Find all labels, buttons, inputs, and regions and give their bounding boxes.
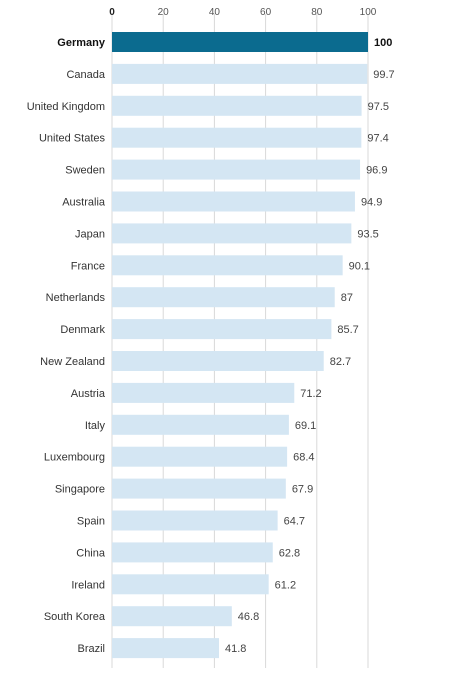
category-label: United States — [39, 133, 106, 145]
x-tick-label: 0 — [109, 7, 115, 18]
x-tick-label: 100 — [360, 7, 377, 18]
value-label: 87 — [341, 292, 353, 304]
bar — [112, 574, 269, 595]
value-label: 71.2 — [300, 388, 321, 400]
bar — [112, 159, 361, 180]
bar — [112, 287, 335, 308]
value-label: 62.8 — [279, 547, 300, 559]
category-label: Netherlands — [46, 292, 106, 304]
bar — [112, 446, 288, 467]
value-label: 90.1 — [349, 260, 370, 272]
bar — [112, 382, 295, 403]
value-label: 46.8 — [238, 611, 259, 623]
bar — [112, 606, 232, 627]
value-label: 100 — [374, 37, 392, 49]
value-labels: 100 99.7 97.5 97.4 96.9 94.9 93.5 90.1 87 85.7 82.… — [225, 37, 395, 655]
category-label: Germany — [57, 37, 106, 49]
value-label: 64.7 — [284, 516, 305, 528]
category-labels: Germany Canada United Kingdom United States… — [27, 37, 106, 655]
category-label: Japan — [75, 228, 105, 240]
category-label: Singapore — [55, 484, 105, 496]
bar — [112, 414, 289, 435]
category-label: Ireland — [71, 579, 105, 591]
value-label: 82.7 — [330, 356, 351, 368]
x-axis-ticks: 0 20 40 60 80 100 — [109, 7, 377, 18]
category-label: Sweden — [65, 165, 105, 177]
value-label: 69.1 — [295, 420, 316, 432]
category-label: Austria — [71, 388, 106, 400]
x-tick-label: 20 — [158, 7, 170, 18]
category-label: Brazil — [77, 643, 105, 655]
category-label: Canada — [66, 69, 105, 81]
bar — [112, 542, 273, 563]
value-label: 93.5 — [357, 228, 378, 240]
bars — [112, 32, 368, 659]
category-label: France — [71, 260, 105, 272]
category-label: South Korea — [44, 611, 106, 623]
bar — [112, 351, 324, 371]
category-label: Denmark — [60, 324, 105, 336]
value-label: 68.4 — [293, 452, 314, 464]
bar — [112, 638, 220, 659]
value-label: 85.7 — [337, 324, 358, 336]
bar — [112, 191, 355, 212]
bar — [112, 95, 362, 116]
bar — [112, 319, 332, 340]
bar — [112, 63, 368, 84]
bar — [112, 127, 362, 148]
category-label: Luxembourg — [44, 452, 105, 464]
value-label: 67.9 — [292, 484, 313, 496]
bar — [112, 32, 368, 52]
category-label: New Zealand — [40, 356, 105, 368]
value-label: 94.9 — [361, 197, 382, 209]
x-tick-label: 80 — [311, 7, 323, 18]
x-tick-label: 40 — [209, 7, 221, 18]
value-label: 97.5 — [368, 101, 389, 113]
bar — [112, 510, 278, 531]
category-label: Italy — [85, 420, 106, 432]
category-label: Australia — [62, 197, 106, 209]
value-label: 61.2 — [275, 579, 296, 591]
category-label: United Kingdom — [27, 101, 105, 113]
category-label: Spain — [77, 516, 105, 528]
value-label: 99.7 — [373, 69, 394, 81]
value-label: 97.4 — [367, 133, 388, 145]
category-label: China — [76, 547, 106, 559]
value-label: 96.9 — [366, 165, 387, 177]
value-label: 41.8 — [225, 643, 246, 655]
bar — [112, 255, 343, 276]
x-tick-label: 60 — [260, 7, 272, 18]
bar — [112, 478, 286, 499]
bar — [112, 223, 352, 244]
